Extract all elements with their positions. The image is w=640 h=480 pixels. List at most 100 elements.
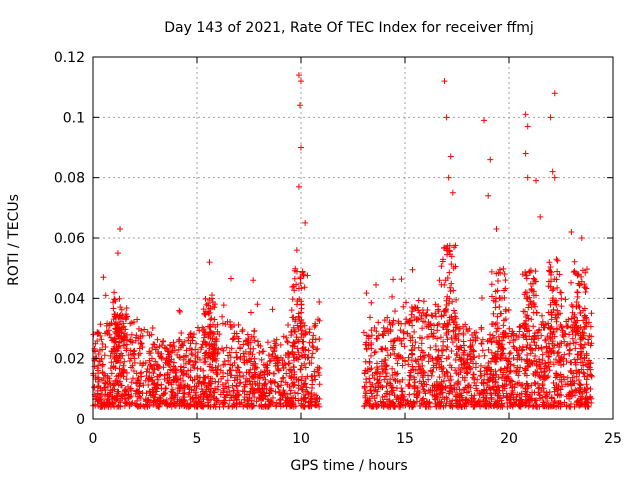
data-point [435,382,442,389]
data-point [564,323,571,330]
data-point [546,259,553,266]
data-point [458,355,465,362]
data-point [289,296,296,303]
data-point [466,364,473,371]
data-point [492,353,499,360]
data-point [545,278,552,285]
data-point [444,326,451,333]
data-point [152,358,159,365]
data-point [297,274,304,281]
data-point [257,372,264,379]
data-point [102,344,109,351]
data-point [287,397,294,404]
data-point [107,352,114,359]
data-point [293,268,300,275]
data-point [110,345,117,352]
data-point [99,362,106,369]
data-point [127,320,134,327]
data-point [177,385,184,392]
data-point [235,338,242,345]
data-point [95,329,102,336]
data-point [367,314,374,321]
data-point [258,403,265,410]
data-point [536,384,543,391]
data-point [560,361,567,368]
data-point [547,283,554,290]
data-point [284,398,291,405]
data-point [202,358,209,365]
data-point [532,352,539,359]
y-tick-label: 0.02 [54,352,85,368]
data-point [264,339,271,346]
data-point [134,379,141,386]
data-point [154,336,161,343]
data-point [469,331,476,338]
data-point [507,349,514,356]
data-point [284,339,291,346]
data-point [507,392,514,399]
data-point [567,346,574,353]
x-tick-label: 15 [396,431,414,447]
data-point [444,369,451,376]
data-point [280,333,287,340]
data-point [406,372,413,379]
data-point [493,328,500,335]
data-point [274,354,281,361]
data-point [580,369,587,376]
data-point [451,310,458,317]
data-point [468,348,475,355]
data-point [550,361,557,368]
data-point [247,388,254,395]
data-point [432,342,439,349]
data-point [193,340,200,347]
data-point [394,360,401,367]
data-point [538,344,545,351]
data-point [192,389,199,396]
data-point [113,373,120,380]
data-point [137,370,144,377]
data-point [449,339,456,346]
data-point [438,358,445,365]
data-point [415,307,422,314]
data-point [135,325,142,332]
data-point [505,333,512,340]
data-point [446,387,453,394]
data-point [467,365,474,372]
data-point [207,328,214,335]
data-point [360,329,367,336]
data-point [399,388,406,395]
data-point [230,335,237,342]
data-point [427,344,434,351]
data-points [90,72,595,410]
data-point [481,376,488,383]
data-point [154,385,161,392]
data-point [212,338,219,345]
data-point [556,376,563,383]
data-point [198,380,205,387]
data-point [547,301,554,308]
data-point [421,352,428,359]
data-point [516,397,523,404]
data-point [285,360,292,367]
data-point [567,367,574,374]
data-point [548,395,555,402]
data-point [435,306,442,313]
data-point [373,281,380,288]
data-point [516,328,523,335]
data-point [128,392,135,399]
data-point [446,402,453,409]
data-point [544,333,551,340]
y-axis-label: ROTI / TECUs [6,194,22,286]
data-point [200,403,207,410]
data-point [463,399,470,406]
data-point [109,386,116,393]
data-point [390,276,397,283]
data-point [166,348,173,355]
data-point [500,322,507,329]
data-point [447,284,454,291]
data-point [448,376,455,383]
data-point [383,362,390,369]
data-point [298,78,304,85]
data-point [519,346,526,353]
data-point [291,343,298,350]
